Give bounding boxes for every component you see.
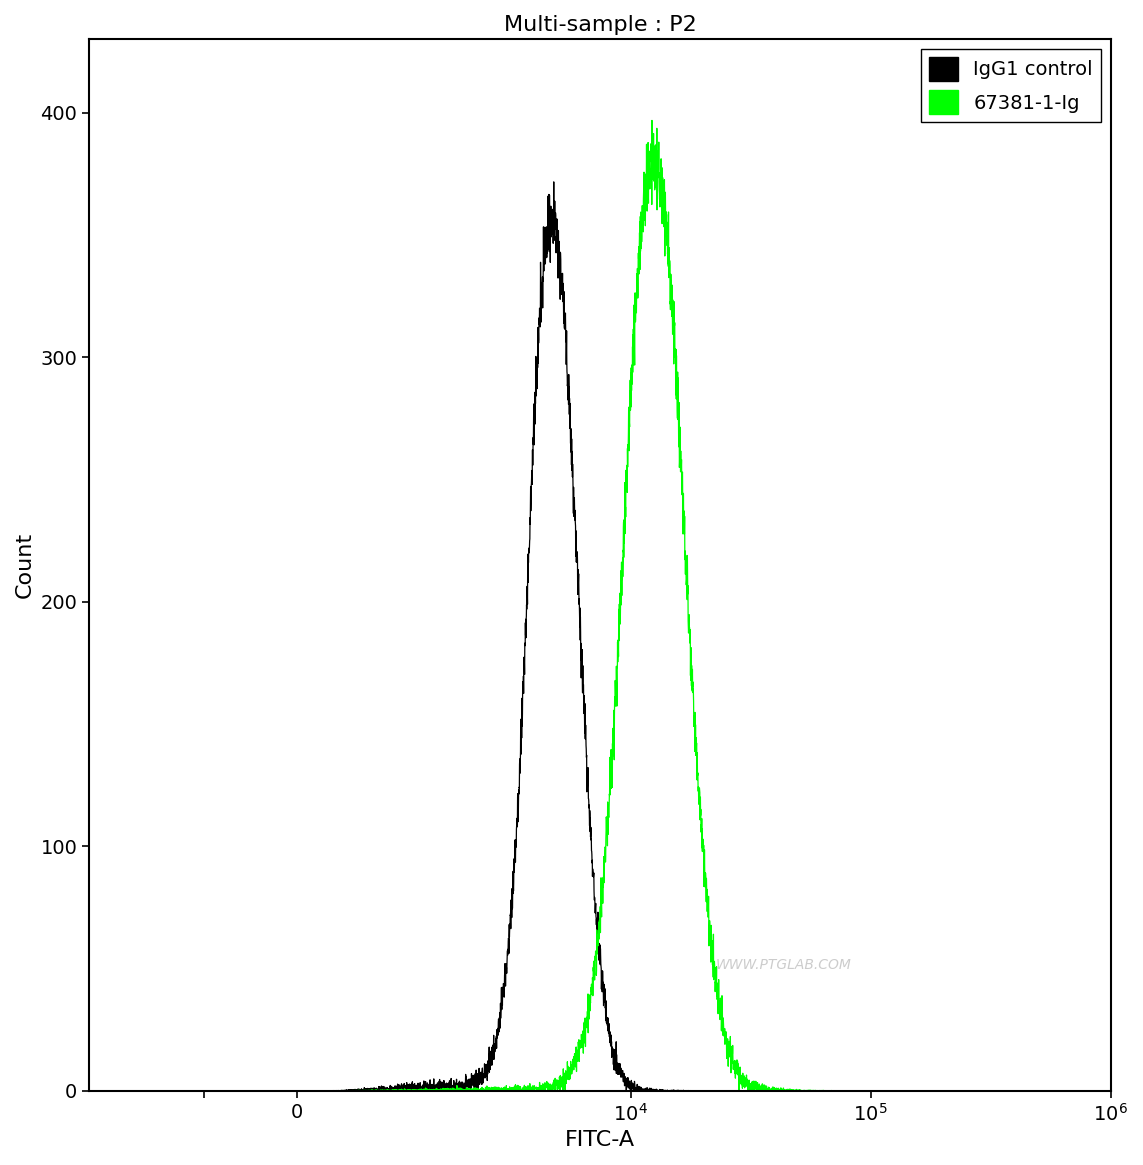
67381-1-Ig <box>983 1083 997 1097</box>
IgG1 control <box>371 1082 385 1096</box>
X-axis label: FITC-A: FITC-A <box>565 1130 636 1150</box>
67381-1-Ig <box>165 1083 178 1097</box>
Line: 67381-1-Ig: 67381-1-Ig <box>89 120 1122 1090</box>
67381-1-Ig <box>473 1083 487 1097</box>
Text: WWW.PTGLAB.COM: WWW.PTGLAB.COM <box>716 958 852 972</box>
IgG1 control <box>1116 1083 1129 1097</box>
Title: Multi-sample : P2: Multi-sample : P2 <box>504 15 696 35</box>
67381-1-Ig <box>318 1083 331 1097</box>
IgG1 control <box>82 1083 96 1097</box>
67381-1-Ig <box>645 113 658 127</box>
IgG1 control <box>983 1083 997 1097</box>
Line: IgG1 control: IgG1 control <box>89 182 1122 1090</box>
IgG1 control <box>471 1072 485 1086</box>
IgG1 control <box>165 1083 178 1097</box>
67381-1-Ig <box>471 1083 485 1097</box>
Y-axis label: Count: Count <box>15 532 35 598</box>
IgG1 control <box>1006 1083 1020 1097</box>
67381-1-Ig <box>82 1083 96 1097</box>
IgG1 control <box>546 175 560 189</box>
IgG1 control <box>318 1083 331 1097</box>
67381-1-Ig <box>1116 1083 1129 1097</box>
67381-1-Ig <box>1006 1083 1020 1097</box>
Legend: IgG1 control, 67381-1-Ig: IgG1 control, 67381-1-Ig <box>921 49 1101 122</box>
67381-1-Ig <box>371 1083 385 1097</box>
